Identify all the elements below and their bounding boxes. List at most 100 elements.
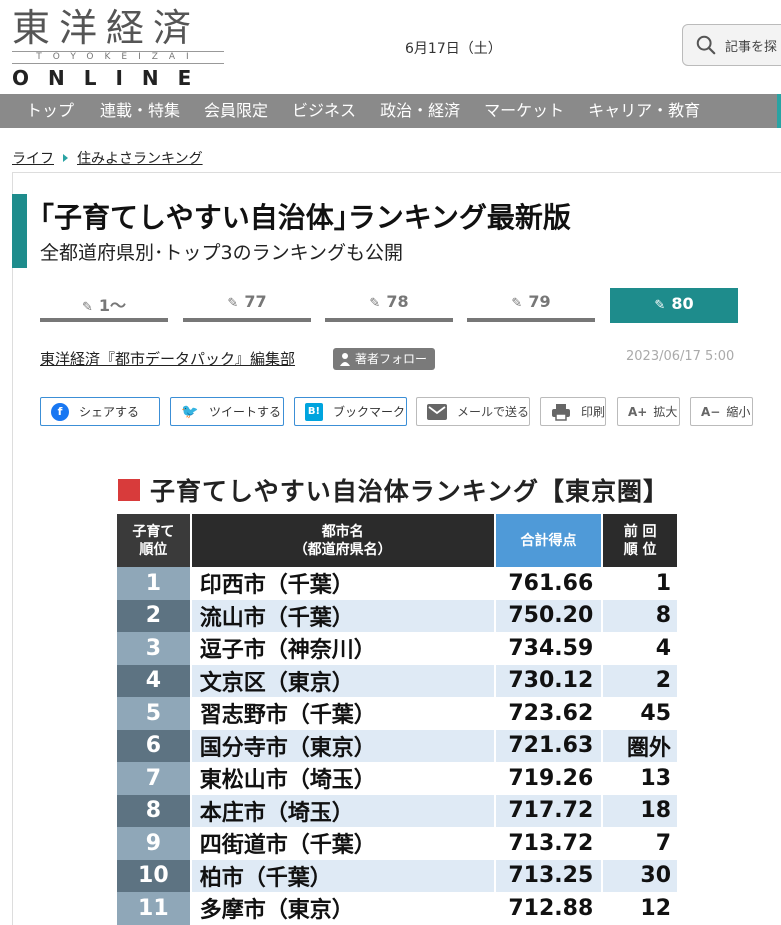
zoom-in-button[interactable]: A+ 拡大 (617, 397, 680, 426)
pencil-icon: ✎ (227, 296, 239, 311)
printer-icon (551, 403, 570, 421)
follow-author-button[interactable]: 著者フォロー (333, 348, 436, 370)
cell-city: 流山市（千葉） (191, 599, 494, 632)
main-nav: トップ 連載・特集 会員限定 ビジネス 政治・経済 マーケット キャリア・教育 (0, 94, 781, 128)
cell-city: 四街道市（千葉） (191, 827, 494, 860)
article-frame (12, 172, 781, 925)
nav-item-top[interactable]: トップ (26, 101, 75, 120)
pager-label: 1～ (98, 296, 127, 315)
breadcrumb-life[interactable]: ライフ (12, 151, 54, 167)
cell-rank: 4 (117, 664, 190, 697)
nav-accent (777, 94, 781, 128)
cell-city: 本庄市（埼玉） (191, 794, 494, 827)
pager-underline (467, 318, 595, 322)
share-label: 印刷 (580, 405, 605, 419)
twitter-bird-icon: 🐦 (181, 402, 199, 421)
facebook-icon: f (51, 402, 69, 421)
cell-prev: 4 (603, 632, 678, 665)
person-plus-icon (340, 353, 350, 366)
ranking-heading: 子育てしやすい自治体ランキング【東京圏】 (118, 472, 669, 508)
search-icon (696, 35, 716, 55)
cell-prev: 18 (603, 794, 678, 827)
ranking-title: 子育てしやすい自治体ランキング【東京圏】 (150, 477, 670, 506)
nav-item-business[interactable]: ビジネス (292, 101, 357, 120)
logo-sub: TOYOKEIZAI (12, 51, 224, 64)
table-row: 9 四街道市（千葉） 713.72 7 (117, 827, 678, 860)
cell-city: 逗子市（神奈川） (191, 632, 494, 665)
facebook-share-button[interactable]: f シェアする (40, 397, 160, 426)
cell-rank: 9 (117, 827, 190, 860)
site-logo[interactable]: 東洋経済 TOYOKEIZAI ONLINE (12, 6, 227, 90)
cell-prev: 12 (603, 892, 678, 925)
cell-rank: 1 (117, 567, 190, 600)
twitter-share-button[interactable]: 🐦 ツイートする (170, 397, 284, 426)
header-rank: 子育て 順位 (117, 514, 190, 567)
pencil-icon: ✎ (369, 296, 381, 311)
print-button[interactable]: 印刷 (540, 397, 606, 426)
header-date: 6月17日（土） (405, 41, 502, 57)
pager-underline (40, 318, 168, 322)
red-square-icon (118, 479, 140, 501)
cell-city: 印西市（千葉） (191, 567, 494, 600)
cell-score: 713.25 (495, 859, 602, 892)
pager-label: 79 (528, 292, 551, 311)
pager-page-77[interactable]: ✎ 77 (183, 288, 311, 322)
table-row: 6 国分寺市（東京） 721.63 圏外 (117, 729, 678, 762)
pager-page-80-current[interactable]: ✎ 80 (610, 288, 738, 323)
zoom-out-icon: A− (701, 404, 721, 419)
table-header: 子育て 順位 都市名 （都道府県名） 合計得点 前 回順 位 (117, 514, 677, 567)
cell-score: 712.88 (495, 892, 602, 925)
hatena-bookmark-button[interactable]: B! ブックマーク (294, 397, 407, 426)
header-city-l1: 都市名 (321, 523, 364, 540)
page-title: ｢子育てしやすい自治体｣ランキング最新版 (40, 201, 571, 234)
pager-page-78[interactable]: ✎ 78 (325, 288, 453, 322)
table-row: 3 逗子市（神奈川） 734.59 4 (117, 632, 678, 665)
header-rank-l2: 順位 (139, 541, 168, 558)
pager-page-1[interactable]: ✎ 1～ (40, 288, 168, 322)
cell-score: 721.63 (495, 729, 602, 762)
cell-city: 習志野市（千葉） (191, 697, 494, 730)
share-label: 縮小 (726, 405, 751, 419)
search-box[interactable]: 記事を探 (682, 24, 781, 66)
header-city-l2: （都道府県名） (293, 541, 392, 558)
cell-prev: 圏外 (603, 729, 678, 762)
cell-rank: 10 (117, 859, 190, 892)
nav-item-series[interactable]: 連載・特集 (100, 101, 181, 120)
cell-score: 719.26 (495, 762, 602, 795)
header-prev: 前 回順 位 (603, 514, 677, 567)
pager-label: 78 (386, 292, 409, 311)
cell-rank: 3 (117, 632, 190, 665)
search-placeholder: 記事を探 (725, 39, 778, 55)
zoom-in-icon: A+ (628, 404, 648, 419)
pager-page-79[interactable]: ✎ 79 (467, 288, 595, 322)
nav-item-career[interactable]: キャリア・教育 (588, 101, 701, 120)
cell-city: 文京区（東京） (191, 664, 494, 697)
table-row: 4 文京区（東京） 730.12 2 (117, 664, 678, 697)
cell-rank: 8 (117, 794, 190, 827)
page-subtitle: 全都道府県別･トップ3のランキングも公開 (40, 242, 404, 264)
share-label: シェアする (79, 405, 140, 419)
logo-online: ONLINE (12, 66, 211, 90)
nav-item-members[interactable]: 会員限定 (204, 101, 269, 120)
zoom-out-button[interactable]: A− 縮小 (690, 397, 753, 426)
mail-share-button[interactable]: メールで送る (416, 397, 530, 426)
mail-icon (427, 403, 447, 420)
header-prev-l2: 順 位 (623, 541, 657, 558)
pager-label: 80 (671, 294, 694, 313)
cell-prev: 2 (603, 664, 678, 697)
author-link[interactable]: 東洋経済『都市データパック』編集部 (40, 350, 296, 368)
nav-item-market[interactable]: マーケット (484, 101, 565, 120)
cell-score: 750.20 (495, 599, 602, 632)
cell-prev: 7 (603, 827, 678, 860)
site-header: 東洋経済 TOYOKEIZAI ONLINE 6月17日（土） 記事を探 (0, 0, 781, 94)
cell-prev: 1 (603, 567, 678, 600)
cell-rank: 7 (117, 762, 190, 795)
breadcrumb-ranking[interactable]: 住みよさランキング (77, 151, 203, 167)
table-row: 8 本庄市（埼玉） 717.72 18 (117, 794, 678, 827)
cell-score: 713.72 (495, 827, 602, 860)
nav-item-politics[interactable]: 政治・経済 (380, 101, 461, 120)
table-row: 5 習志野市（千葉） 723.62 45 (117, 697, 678, 730)
header-prev-l1: 前 回 (623, 523, 657, 540)
follow-label: 著者フォロー (355, 352, 428, 366)
breadcrumb: ライフ 住みよさランキング (12, 148, 203, 168)
